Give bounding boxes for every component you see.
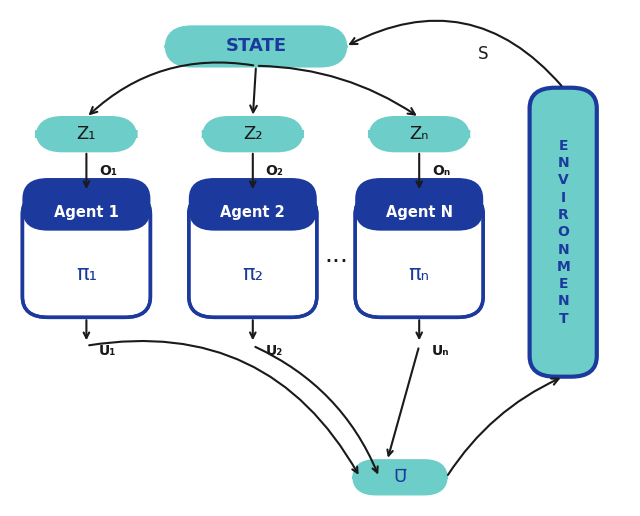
FancyBboxPatch shape bbox=[530, 88, 596, 377]
FancyBboxPatch shape bbox=[22, 178, 150, 231]
Text: O₁: O₁ bbox=[99, 164, 117, 179]
FancyBboxPatch shape bbox=[22, 194, 150, 317]
Text: U₂: U₂ bbox=[266, 344, 283, 358]
Text: Agent 1: Agent 1 bbox=[54, 204, 119, 220]
Text: U̅: U̅ bbox=[394, 469, 406, 486]
Text: Uₙ: Uₙ bbox=[432, 344, 450, 358]
FancyBboxPatch shape bbox=[166, 27, 346, 66]
Text: Z₂: Z₂ bbox=[243, 125, 262, 143]
Text: STATE: STATE bbox=[225, 38, 287, 55]
Text: O₂: O₂ bbox=[266, 164, 284, 179]
FancyBboxPatch shape bbox=[370, 118, 468, 151]
Text: π₁: π₁ bbox=[76, 264, 97, 284]
Text: Zₙ: Zₙ bbox=[410, 125, 429, 143]
FancyBboxPatch shape bbox=[355, 194, 483, 317]
Text: U₁: U₁ bbox=[99, 344, 116, 358]
Text: π₂: π₂ bbox=[242, 264, 264, 284]
Text: S: S bbox=[478, 45, 488, 63]
FancyBboxPatch shape bbox=[37, 118, 136, 151]
Text: E
N
V
I
R
O
N
M
E
N
T: E N V I R O N M E N T bbox=[556, 139, 570, 326]
FancyBboxPatch shape bbox=[355, 178, 483, 231]
Text: ...: ... bbox=[324, 244, 348, 267]
Text: πₙ: πₙ bbox=[409, 264, 429, 284]
Text: Agent N: Agent N bbox=[386, 204, 452, 220]
FancyBboxPatch shape bbox=[204, 118, 303, 151]
FancyBboxPatch shape bbox=[189, 178, 317, 231]
FancyBboxPatch shape bbox=[189, 194, 317, 317]
FancyBboxPatch shape bbox=[354, 460, 447, 494]
Text: Oₙ: Oₙ bbox=[432, 164, 451, 179]
Text: Agent 2: Agent 2 bbox=[220, 204, 285, 220]
Text: Z₁: Z₁ bbox=[77, 125, 96, 143]
